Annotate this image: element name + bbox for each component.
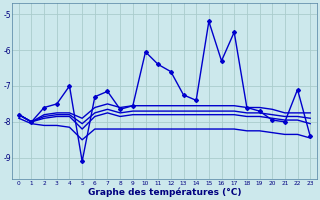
X-axis label: Graphe des températures (°C): Graphe des températures (°C) <box>88 187 241 197</box>
